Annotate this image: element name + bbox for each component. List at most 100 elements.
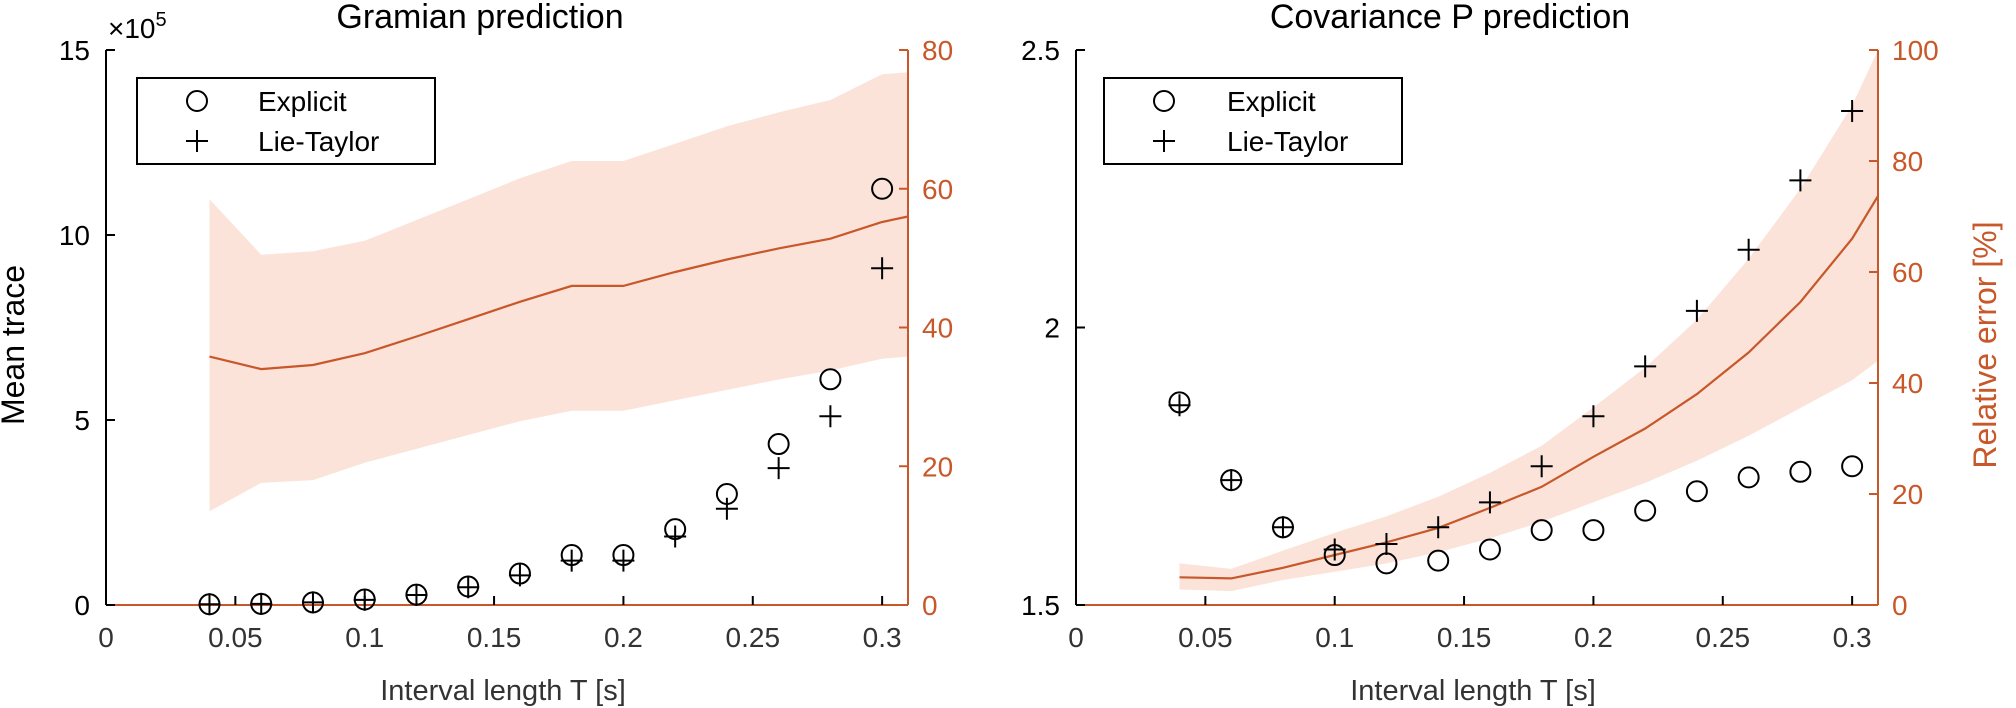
lie-taylor-marker xyxy=(664,525,687,548)
data-markers xyxy=(1168,100,1864,575)
legend-box xyxy=(136,77,436,165)
y-axis-label: Mean trace xyxy=(0,265,31,425)
legend-entry-lie-taylor: Lie-Taylor xyxy=(1227,126,1348,157)
legend: Explicit Lie-Taylor xyxy=(136,77,436,165)
lie-taylor-marker xyxy=(715,497,738,520)
right-y-tick-label: 100 xyxy=(1892,35,1939,66)
relative-error-line xyxy=(1179,195,1879,580)
x-tick-label: 0.2 xyxy=(604,622,643,653)
legend-entry-explicit: Explicit xyxy=(258,86,347,117)
explicit-marker xyxy=(1841,455,1864,478)
x-tick-label: 0.2 xyxy=(1574,622,1613,653)
lie-taylor-marker xyxy=(560,549,583,572)
x-tick-label: 0.15 xyxy=(1437,622,1492,653)
x-tick-label: 0.3 xyxy=(863,622,902,653)
right-y-tick-label: 20 xyxy=(922,451,953,482)
x-tick-label: 0.25 xyxy=(726,622,781,653)
legend-entry-explicit: Explicit xyxy=(1227,86,1316,117)
y-tick-label: 1.5 xyxy=(1021,590,1060,621)
y-axis-exponent-base: ×10 xyxy=(108,13,156,44)
x-tick-label: 0.3 xyxy=(1833,622,1872,653)
explicit-marker xyxy=(1789,460,1812,483)
lie-taylor-marker xyxy=(1582,405,1605,428)
right-y-tick-label: 40 xyxy=(1892,368,1923,399)
y-tick-label: 5 xyxy=(74,405,90,436)
right-y-axis-label: Relative error [%] xyxy=(1967,221,2003,468)
explicit-marker xyxy=(819,368,842,391)
relative-error-line xyxy=(209,215,909,371)
x-tick-label: 0.05 xyxy=(208,622,263,653)
x-axis-label: Interval length T [s] xyxy=(1350,675,1596,707)
lie-taylor-marker xyxy=(1685,299,1708,322)
right-y-tick-label: 0 xyxy=(922,590,938,621)
explicit-marker xyxy=(1427,549,1450,572)
lie-taylor-marker xyxy=(1271,516,1294,539)
lie-taylor-marker xyxy=(457,576,480,599)
lie-taylor-marker xyxy=(819,405,842,428)
lie-taylor-marker xyxy=(198,593,221,616)
lie-taylor-marker xyxy=(1530,455,1553,478)
relative-error-band xyxy=(209,72,908,512)
lie-taylor-marker xyxy=(353,588,376,611)
explicit-marker xyxy=(1634,499,1657,522)
chart-title: Gramian prediction xyxy=(336,0,623,36)
explicit-marker xyxy=(1478,538,1501,561)
lie-taylor-marker xyxy=(612,549,635,572)
legend: Explicit Lie-Taylor xyxy=(1103,77,1403,165)
explicit-marker xyxy=(767,433,790,456)
lie-taylor-marker xyxy=(1789,169,1812,192)
chart-title: Covariance P prediction xyxy=(1270,0,1630,36)
relative-error-band xyxy=(1179,50,1878,592)
error-band-area xyxy=(1179,50,1878,592)
legend-plus-marker xyxy=(186,130,208,152)
right-y-tick-label: 40 xyxy=(922,313,953,344)
lie-taylor-marker xyxy=(1375,532,1398,555)
x-axis-label: Interval length T [s] xyxy=(380,675,626,707)
explicit-marker xyxy=(1685,480,1708,503)
lie-taylor-marker xyxy=(1220,469,1243,492)
right-y-tick-label: 60 xyxy=(922,174,953,205)
right-y-tick-label: 80 xyxy=(922,35,953,66)
x-tick-label: 0.1 xyxy=(1315,622,1354,653)
legend-circle-marker xyxy=(1153,90,1175,112)
explicit-marker xyxy=(1530,519,1553,542)
chart-panel-gramian: 0 0.05 0.1 0.15 0.2 0.25 0.3 0 5 10 15 0 20 40 60 80 Gr… xyxy=(0,0,953,707)
y-tick-label: 2 xyxy=(1044,313,1060,344)
data-markers xyxy=(198,177,894,616)
explicit-marker xyxy=(1737,466,1760,489)
right-y-tick-label: 80 xyxy=(1892,146,1923,177)
lie-taylor-marker xyxy=(250,592,273,615)
error-band-area xyxy=(209,72,908,512)
axes: 0 0.05 0.1 0.15 0.2 0.25 0.3 0 5 10 15 0 20 40 60 80 xyxy=(59,35,953,653)
lie-taylor-marker xyxy=(767,457,790,480)
legend-plus-marker xyxy=(1153,130,1175,152)
lie-taylor-marker xyxy=(1427,516,1450,539)
right-y-tick-label: 0 xyxy=(1892,590,1908,621)
x-tick-label: 0 xyxy=(98,622,114,653)
mean-error-line xyxy=(1179,195,1879,580)
mean-error-line xyxy=(209,215,909,371)
lie-taylor-marker xyxy=(871,257,894,280)
lie-taylor-marker xyxy=(1478,491,1501,514)
chart-panel-covariance: 0 0.05 0.1 0.15 0.2 0.25 0.3 1.5 2 2.5 0 20 40 60 80 10… xyxy=(1021,0,2003,707)
explicit-marker xyxy=(871,177,894,200)
lie-taylor-marker xyxy=(301,591,324,614)
x-tick-label: 0 xyxy=(1068,622,1084,653)
explicit-marker xyxy=(1582,519,1605,542)
legend-box xyxy=(1103,77,1403,165)
lie-taylor-marker xyxy=(1323,538,1346,561)
y-tick-label: 10 xyxy=(59,220,90,251)
x-tick-label: 0.15 xyxy=(467,622,522,653)
legend-entry-lie-taylor: Lie-Taylor xyxy=(258,126,379,157)
x-tick-label: 0.25 xyxy=(1696,622,1751,653)
lie-taylor-marker xyxy=(1168,394,1191,417)
axes: 0 0.05 0.1 0.15 0.2 0.25 0.3 1.5 2 2.5 0 20 40 60 80 10… xyxy=(1021,35,1939,653)
legend-circle-marker xyxy=(186,90,208,112)
lie-taylor-marker xyxy=(1634,355,1657,378)
lie-taylor-marker xyxy=(508,564,531,587)
x-tick-label: 0.1 xyxy=(345,622,384,653)
y-axis-exponent-power: 5 xyxy=(156,9,167,31)
lie-taylor-marker xyxy=(1841,100,1864,123)
y-axis-exponent: ×105 xyxy=(108,9,167,44)
right-y-tick-label: 60 xyxy=(1892,257,1923,288)
